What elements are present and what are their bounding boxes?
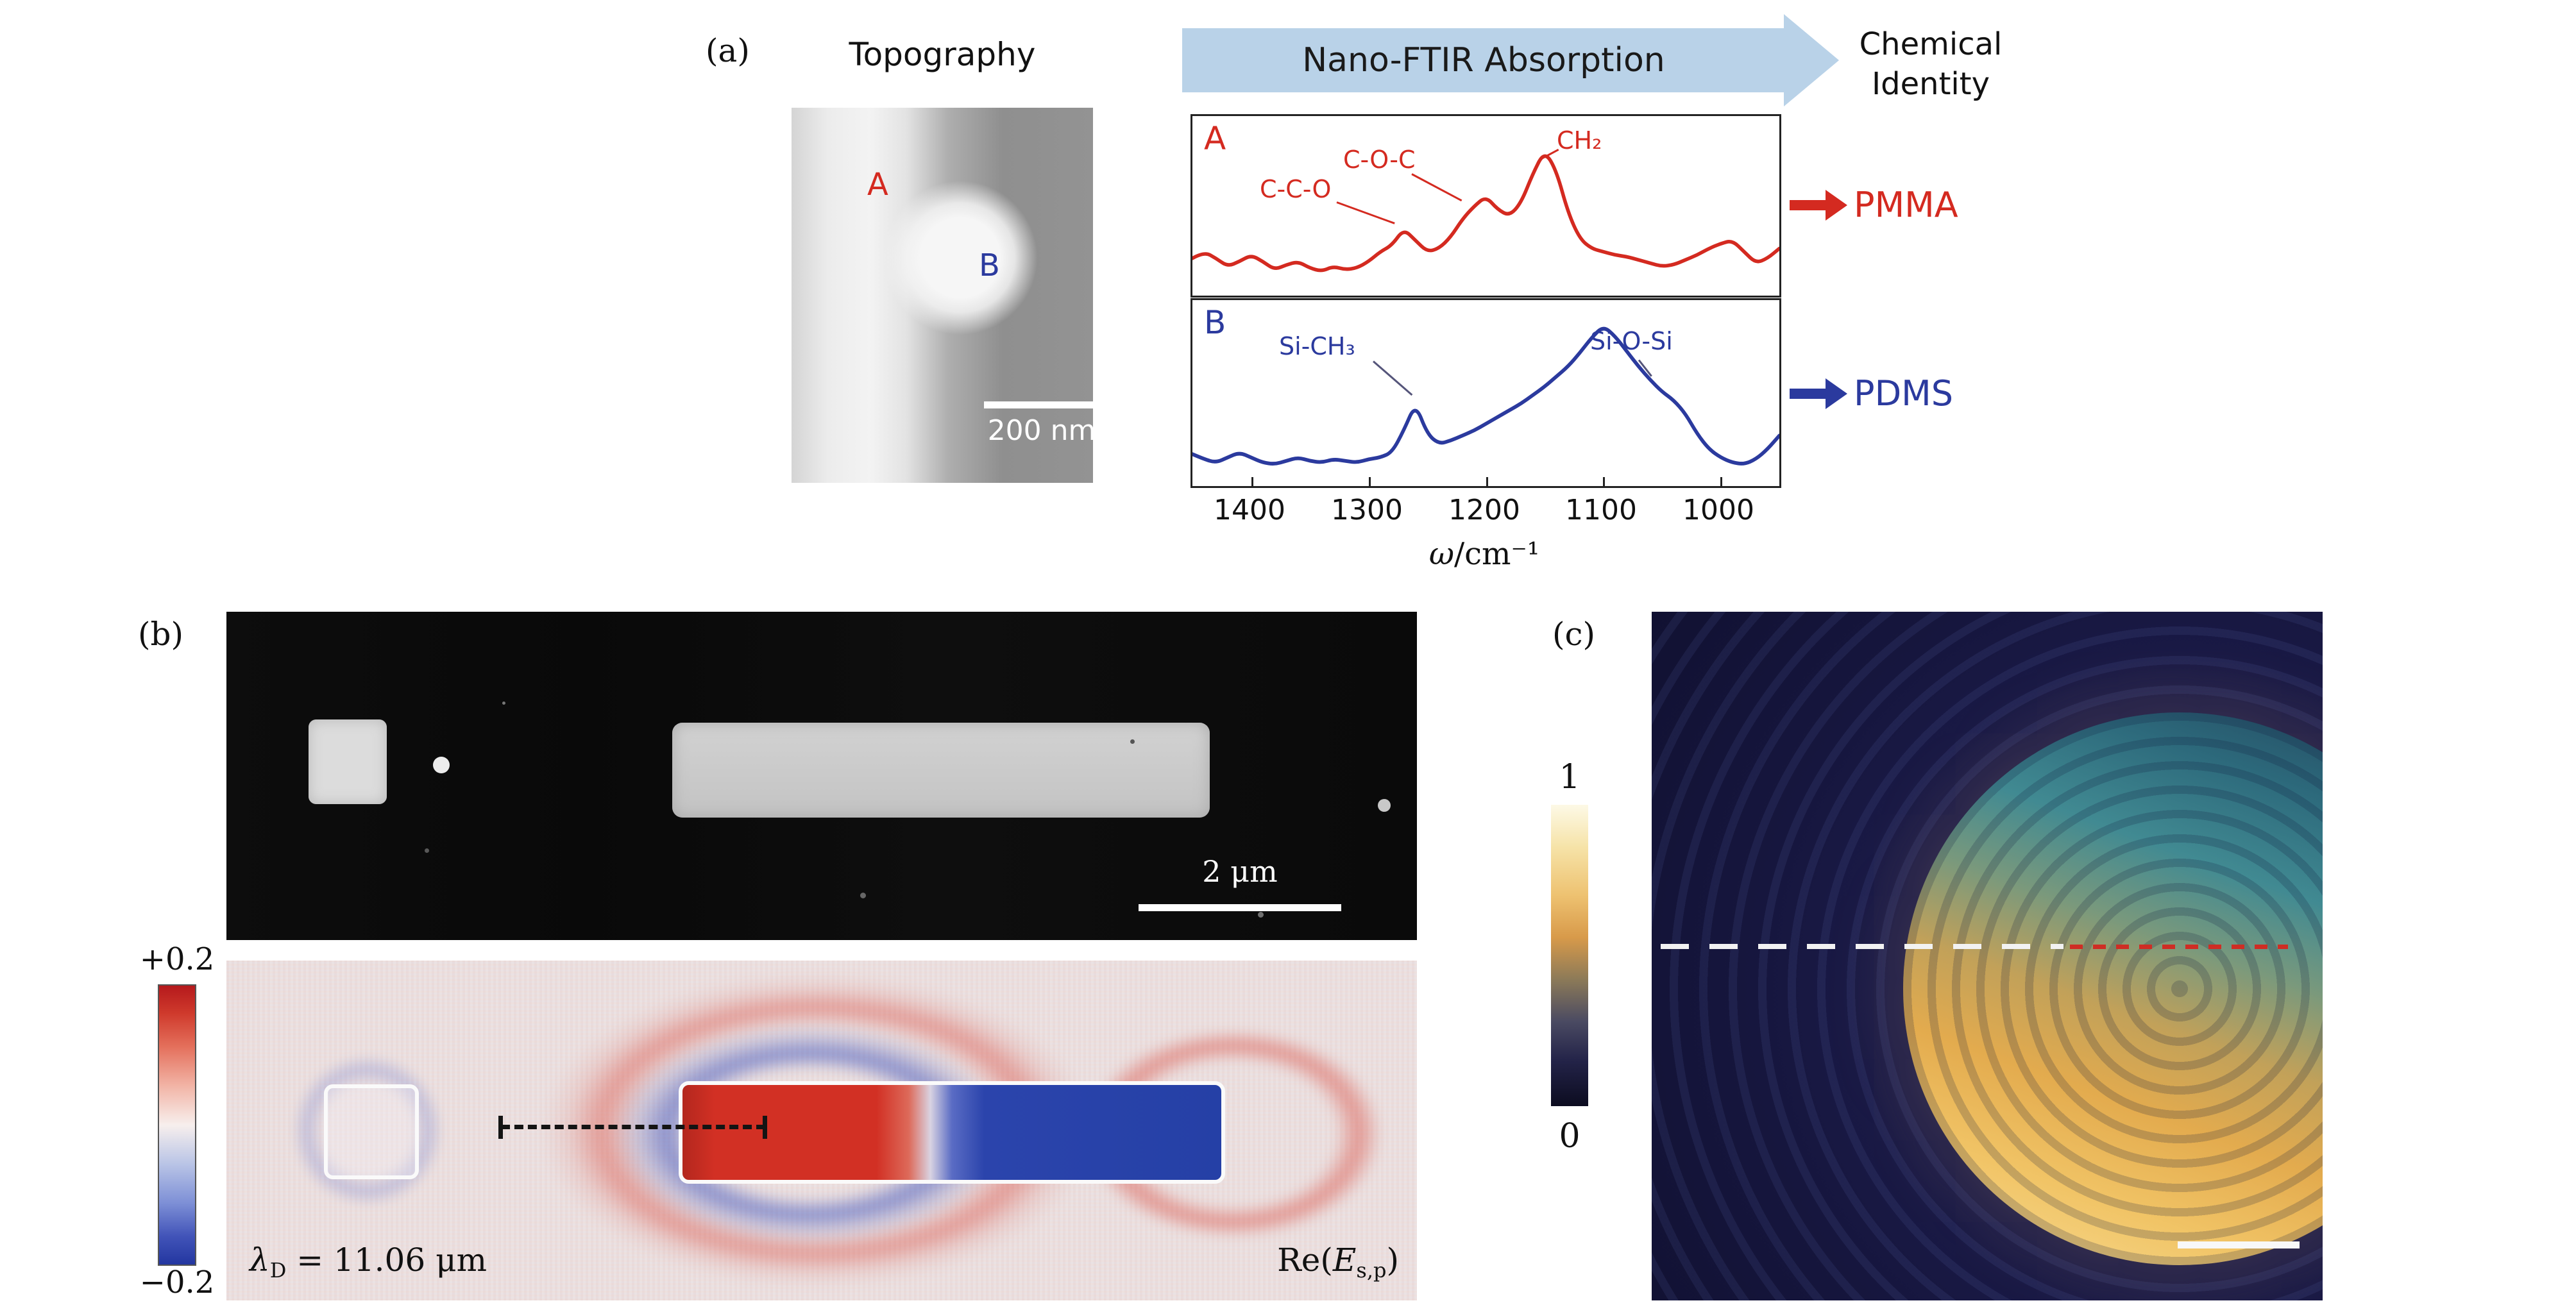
- re-suffix: ): [1386, 1241, 1399, 1279]
- afm-topography-image: 2 μm: [226, 612, 1417, 940]
- pmma-label: PMMA: [1854, 185, 1958, 225]
- lambda-subscript: D: [269, 1258, 287, 1282]
- per-cm-text: /cm⁻¹: [1453, 536, 1540, 572]
- x-axis-tick: [1369, 477, 1371, 486]
- scale-bar-label: 200 nm: [987, 414, 1093, 447]
- blue-fringe-halo: [281, 1044, 454, 1217]
- x-axis-tick-label: 1400: [1214, 494, 1285, 526]
- spectrum-a-box: A C-C-O C-O-C CH₂: [1191, 114, 1781, 298]
- particle-dot: [433, 757, 450, 773]
- scale-bar: [2178, 1241, 2300, 1248]
- x-axis-tick: [1603, 477, 1605, 486]
- x-axis-tick: [1486, 477, 1488, 486]
- pmma-arrow-icon: [1790, 200, 1826, 210]
- x-axis-label: ω/cm⁻¹: [1388, 536, 1580, 572]
- e-subscript: s,p: [1356, 1258, 1387, 1282]
- spectrum-b-box: B Si-CH₃ Si-O-Si: [1191, 298, 1781, 488]
- pdms-label: PDMS: [1854, 373, 1954, 414]
- surface-specks: [502, 702, 505, 705]
- colorbar-min-label: −0.2: [139, 1265, 215, 1300]
- panel-b-tag: (b): [138, 616, 184, 653]
- red-dashed-line: [2070, 945, 2288, 949]
- lambda-symbol: λ: [250, 1241, 270, 1279]
- x-axis-tick: [1720, 477, 1722, 486]
- nano-ftir-banner: Nano-FTIR Absorption: [1182, 28, 1785, 92]
- wavelength-dimension-line: [501, 1125, 765, 1129]
- peak-label-coc: C-O-C: [1343, 146, 1416, 174]
- scale-bar-label: 2 μm: [1202, 854, 1278, 889]
- pdms-arrow-icon: [1790, 389, 1826, 399]
- omega-symbol: ω: [1428, 536, 1454, 572]
- topography-afm-image: A B 200 nm: [792, 108, 1093, 483]
- peak-label-cco: C-C-O: [1260, 175, 1332, 203]
- field-quantity-annotation: Re(Es,p): [1277, 1241, 1399, 1282]
- panel-a-tag: (a): [706, 32, 750, 69]
- near-field-image: λD = 11.06 μm Re(Es,p): [226, 961, 1417, 1300]
- x-axis-tick-label: 1100: [1565, 494, 1637, 526]
- re-prefix: Re(: [1277, 1241, 1333, 1279]
- dimension-line-cap: [763, 1116, 767, 1139]
- marker-a: A: [867, 167, 888, 203]
- particle-square: [309, 719, 387, 804]
- white-dashed-line: [1661, 944, 2063, 949]
- scale-bar: [984, 401, 1093, 408]
- pdms-arrowhead-icon: [1826, 378, 1847, 409]
- peak-label-ch2: CH₂: [1557, 126, 1602, 155]
- x-axis-tick-labels: 1400 1300 1200 1100 1000: [1191, 494, 1777, 527]
- colorbar-max-label: 1: [1559, 758, 1580, 796]
- lambda-value: = 11.06 μm: [286, 1241, 487, 1279]
- colorbar-real-field: [158, 984, 196, 1266]
- nanorod-field-pattern: [679, 1081, 1225, 1184]
- spectrum-b-letter: B: [1204, 304, 1226, 341]
- colorbar-min-label: 0: [1559, 1117, 1580, 1156]
- banner-arrowhead-icon: [1784, 14, 1839, 106]
- e-symbol: E: [1332, 1241, 1357, 1279]
- x-axis-tick-label: 1000: [1682, 494, 1754, 526]
- peak-label-siosi: Si-O-Si: [1590, 327, 1673, 355]
- spectrum-b-curve: [1192, 326, 1779, 466]
- colorbar-max-label: +0.2: [139, 941, 215, 977]
- scale-bar: [1139, 904, 1341, 911]
- marker-b: B: [979, 248, 1000, 283]
- x-axis-tick-label: 1300: [1331, 494, 1403, 526]
- spectrum-a-curve: [1192, 154, 1779, 273]
- square-outline: [324, 1084, 419, 1179]
- chemical-identity-label: Chemical Identity: [1859, 26, 2003, 103]
- particle-dot: [1378, 799, 1391, 812]
- nanorod: [672, 723, 1210, 818]
- panel-c-tag: (c): [1552, 616, 1596, 653]
- x-axis-tick-label: 1200: [1448, 494, 1520, 526]
- microdisk-field-pattern: [1903, 712, 2323, 1265]
- x-axis-tick: [1251, 477, 1253, 486]
- spectrum-a-letter: A: [1204, 120, 1226, 157]
- near-field-amplitude-image: [1652, 612, 2323, 1300]
- nano-ftir-banner-label: Nano-FTIR Absorption: [1302, 41, 1665, 80]
- dimension-line-cap: [498, 1116, 503, 1139]
- colorbar-amplitude: [1551, 805, 1588, 1106]
- topography-title: Topography: [849, 36, 1036, 73]
- peak-label-sich3: Si-CH₃: [1279, 332, 1355, 360]
- wavelength-annotation: λD = 11.06 μm: [250, 1241, 487, 1282]
- pmma-arrowhead-icon: [1826, 190, 1847, 221]
